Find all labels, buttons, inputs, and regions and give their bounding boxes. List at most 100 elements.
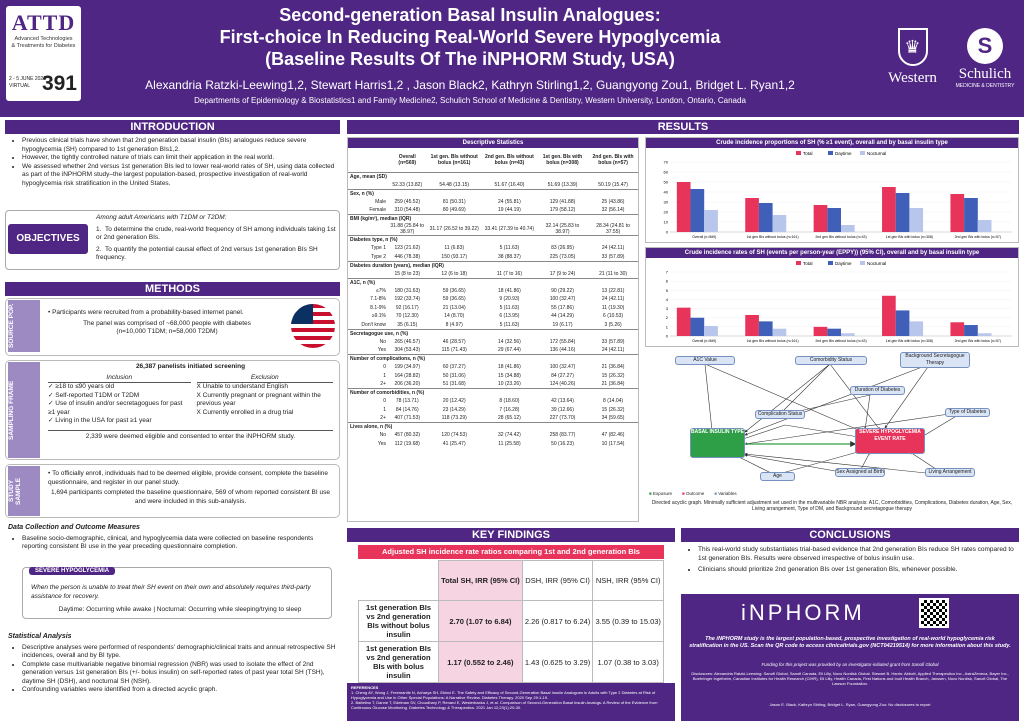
table-cell: 10 (23.26) <box>498 381 521 387</box>
table-row: 8.1-9% 92 (16.17) 21 (13.04) 5 (11.63) 55 (1… <box>348 304 638 313</box>
x-tick-label: 2nd gen BIs with bolus (n=57) <box>955 235 1001 239</box>
legend-swatch <box>860 151 865 155</box>
dc-bullet: Baseline socio-demographic, clinical, an… <box>22 535 340 552</box>
table-cell: 80 (49.69) <box>442 207 466 213</box>
chart1-box: Crude incidence proportions of SH (% ≥1 … <box>645 137 1019 243</box>
dag-node-duration: Duration of Diabetes <box>850 386 905 395</box>
table-row: Number of complications, n (%) <box>348 354 638 363</box>
conclusion-bullet: This real-world study substantiates tria… <box>698 546 1016 563</box>
qr-code-icon[interactable] <box>919 598 949 628</box>
sampling-box <box>5 360 340 460</box>
bar <box>895 193 910 232</box>
table-row: ≥9.1% 70 (12.30) 14 (8.70) 6 (13.95) 44 (14.… <box>348 312 638 321</box>
dag-node-basal-insulin: BASAL INSULIN TYPE <box>690 428 745 458</box>
table-row: Female 310 (54.48) 80 (49.69) 19 (44.19) 179… <box>348 206 638 215</box>
table-cell: 24 (55.81) <box>498 198 521 205</box>
row-label: No <box>379 338 386 345</box>
table-cell: 9 (20.93) <box>499 296 520 303</box>
table-cell: 11 (19.30) <box>601 304 625 311</box>
references: REFERENCES 1. Cheng AY, Wong J, Freemant… <box>347 683 675 721</box>
bar <box>909 321 924 336</box>
intro-heading: INTRODUCTION <box>5 120 340 134</box>
table-row: Diabetes type, n (%) <box>348 235 638 244</box>
table-cell: 92 (16.17) <box>395 304 419 311</box>
us-flag-icon <box>291 304 335 348</box>
shield-icon: ♛ <box>897 28 928 66</box>
col-header: Overall (n=569) <box>398 153 417 166</box>
table-cell: 115 (71.43) <box>441 347 467 353</box>
irr-row-label: 1st generation BIs vs 2nd generation BIs… <box>358 641 439 683</box>
x-tick-label: 2nd gen BIs without bolus (n=43) <box>815 339 866 343</box>
table-cell: 25 (43.86) <box>601 198 625 205</box>
x-tick-label: 2nd gen BIs with bolus (n=57) <box>955 339 1001 343</box>
y-tick-label: 1 <box>666 324 669 329</box>
y-tick-label: 10 <box>664 220 669 225</box>
objectives-label: OBJECTIVES <box>8 224 88 254</box>
irr-value: 1.17 (0.552 to 2.46) <box>438 641 523 683</box>
bar <box>827 328 841 336</box>
bar <box>676 182 691 232</box>
bar <box>772 215 787 232</box>
row-label: Yes <box>377 440 386 447</box>
table-cell: 164 (28.82) <box>394 372 421 379</box>
objectives-lead: Among adult Americans with T1DM or T2DM: <box>96 214 227 221</box>
legend-label: Total <box>803 151 813 156</box>
bar <box>882 187 896 232</box>
bar <box>745 198 759 232</box>
sampling-text: 26,387 panelists initiated screening Inc… <box>48 363 333 441</box>
table-cell: 5 (11.63) <box>499 245 520 252</box>
table-cell: 32 (74.42) <box>498 432 521 439</box>
y-tick-label: 40 <box>664 190 669 195</box>
table-row: A1C, n (%) <box>348 277 638 287</box>
row-label <box>348 270 388 279</box>
side-source: SOURCE POP. <box>8 300 40 352</box>
table-row: 7.1-8% 192 (33.74) 59 (36.65) 9 (20.93) 100 … <box>348 295 638 304</box>
bar <box>977 333 992 336</box>
legend-label: Nocturnal <box>867 151 886 156</box>
section-label: Sex, n (%) <box>348 188 638 198</box>
table-cell: 33 (57.89) <box>601 338 625 345</box>
table-cell: 225 (73.05) <box>549 253 576 260</box>
row-label: ≤7% <box>376 287 386 294</box>
table-cell: 310 (54.48) <box>394 207 421 213</box>
logo-sub1: Advanced Technologies <box>14 36 73 42</box>
table-cell: 60 (37.27) <box>442 364 466 371</box>
irr-value: 1.43 (0.625 to 3.29) <box>521 641 594 683</box>
section-label: Diabetes duration (years), median (IQR) <box>348 260 638 270</box>
dag-node-living: Living Arrangement <box>925 468 975 477</box>
y-tick-label: 30 <box>664 200 669 205</box>
table-cell: 11 (25.58) <box>498 440 521 447</box>
dc-title: Data Collection and Outcome Measures <box>8 524 140 531</box>
logo-sub2: & Treatments for Diabetes <box>11 43 76 49</box>
table-cell: 13 (22.81) <box>601 287 625 294</box>
table-row: 52.33 (13.82) 54.48 (13.15) 51.67 (16.40) 5… <box>348 181 638 190</box>
descriptive-table: Overall (n=569) 1st gen. BIs without bolu… <box>348 148 638 448</box>
table-row: Yes 304 (53.43) 115 (71.43) 29 (67.44) 136 (… <box>348 346 638 355</box>
table-cell: 3 (5.26) <box>604 321 622 328</box>
table-cell: 50 (31.06) <box>442 372 466 379</box>
incl-item: Self-reported T1DM or T2DM <box>55 391 140 399</box>
table-cell: 84 (14.76) <box>395 406 419 413</box>
title-line-1: Second-generation Basal Insulin Analogue… <box>279 5 661 25</box>
table-row: Type 2 446 (78.38) 150 (93.17) 38 (88.37) 22… <box>348 253 638 262</box>
poster-title: Second-generation Basal Insulin Analogue… <box>90 4 850 70</box>
table-cell: 50.19 (15.47) <box>598 181 628 188</box>
table-cell: 129 (41.88) <box>549 198 576 205</box>
table-cell: 179 (58.12) <box>549 207 576 213</box>
table-cell: 33 (57.89) <box>601 253 625 260</box>
dag-node-comorbidity: Comorbidity Status <box>795 356 867 365</box>
excl-item: Unable to understand English <box>202 383 288 390</box>
table-cell: 100 (32.47) <box>549 296 576 303</box>
row-label: 2+ <box>380 381 386 387</box>
y-tick-label: 50 <box>664 180 669 185</box>
disclosures-2: Jason E. Black, Kathryn Stirling, Bridge… <box>769 702 931 707</box>
table-cell: 38 (88.37) <box>498 253 521 260</box>
legend-label: Daytime <box>835 261 852 266</box>
sh-daytime: Daytime: Occurring while awake | Nocturn… <box>58 606 302 613</box>
legend-label: Daytime <box>835 151 852 156</box>
row-label: Type 2 <box>370 253 386 260</box>
table-cell: 14 (32.56) <box>498 338 521 345</box>
desc-title: Descriptive Statistics <box>348 138 638 148</box>
row-label <box>348 181 388 190</box>
incl-item: Living in the USA for past ≥1 year <box>55 417 152 424</box>
